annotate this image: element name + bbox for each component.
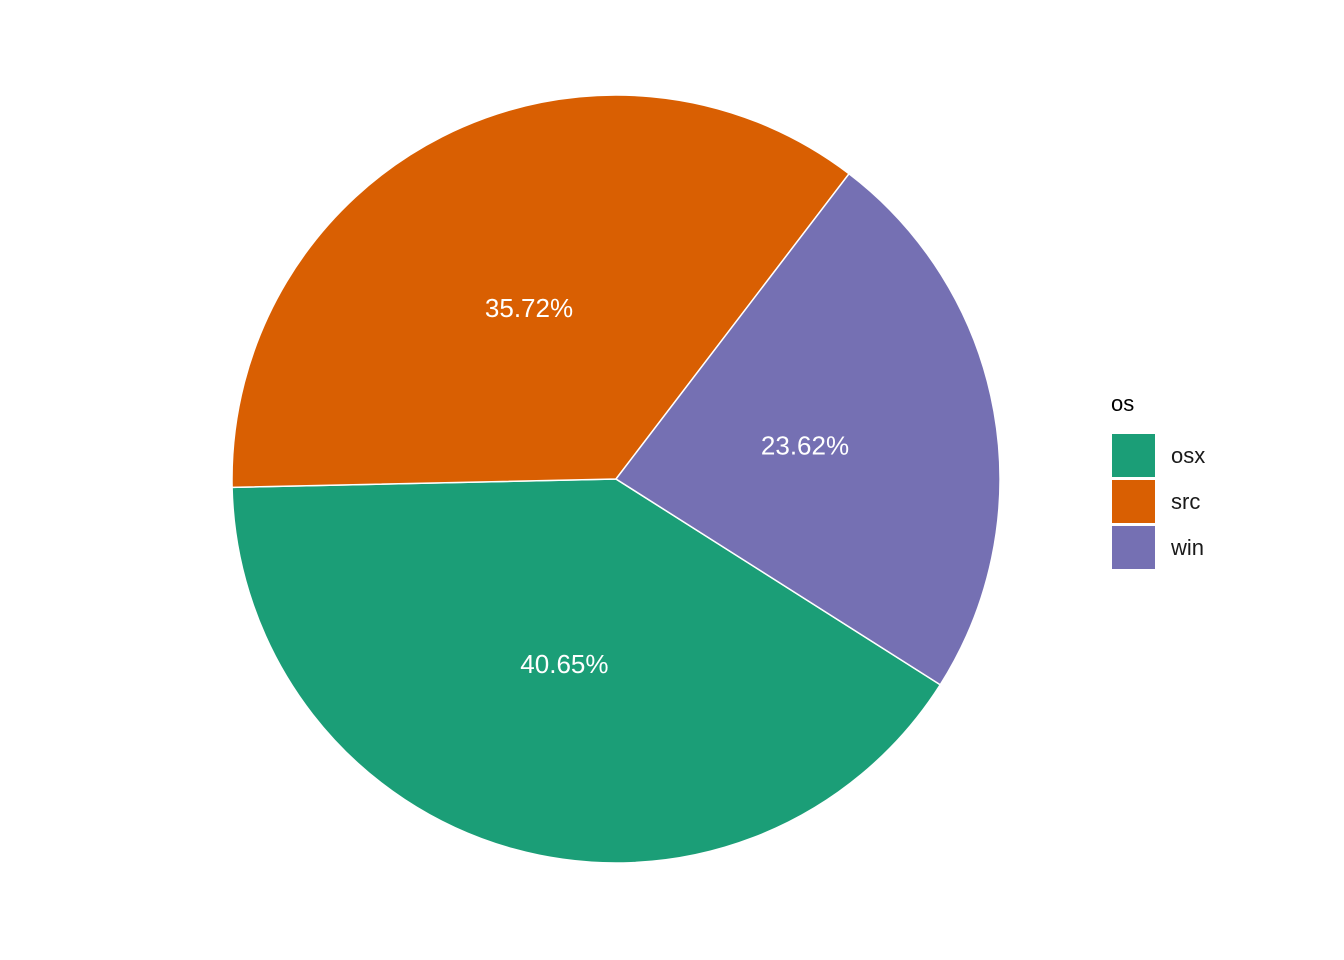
pie-slice-src — [231, 94, 851, 489]
legend-item-osx: osx — [1112, 434, 1272, 477]
legend-item-src: src — [1112, 480, 1272, 523]
pie-labels: 40.65% 35.72% 23.62% — [485, 293, 849, 679]
pie-label-win: 23.62% — [761, 430, 849, 460]
legend-label-win: win — [1171, 535, 1205, 560]
legend-label-src: src — [1171, 489, 1201, 514]
legend-key-win — [1112, 526, 1155, 569]
pie-label-src: 35.72% — [485, 293, 573, 323]
legend-key-src — [1112, 480, 1155, 523]
pie-label-osx: 40.65% — [520, 649, 608, 679]
pie-slice-win — [614, 172, 1001, 686]
pie-slice-osx — [231, 478, 942, 864]
legend-key-osx — [1112, 434, 1155, 477]
pie-slices — [231, 94, 1001, 864]
legend-label-osx: osx — [1171, 443, 1206, 468]
legend-item-win: win — [1112, 526, 1272, 569]
legend-title: os — [1111, 391, 1135, 416]
